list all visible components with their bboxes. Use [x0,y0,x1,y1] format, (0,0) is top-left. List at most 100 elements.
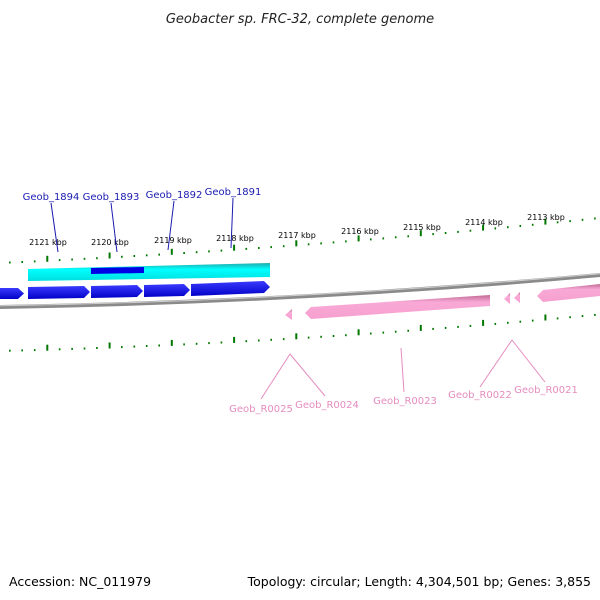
lower-scale-ticks [9,313,596,352]
minor-tick [258,247,260,249]
genome-summary-text: Topology: circular; Length: 4,304,501 bp… [247,574,591,589]
gene-label-geob-1891: Geob_1891 [205,187,262,198]
major-tick [357,329,360,336]
minor-tick [370,238,372,241]
reverse-feature-labels: Geob_R0025 Geob_R0024 Geob_R0023 Geob_R0… [229,385,578,415]
rna-label-geob-r0025: Geob_R0025 [229,404,293,415]
minor-tick [21,261,23,263]
minor-tick [519,225,522,227]
rna-arrow-geob-r0021-a [514,292,520,303]
minor-tick [407,329,409,332]
minor-tick [432,233,434,236]
minor-tick [507,226,509,229]
minor-tick [469,324,472,327]
minor-tick [594,217,596,220]
minor-tick [569,220,571,223]
rna-arrow-geob-r0022 [504,293,510,304]
reverse-feature-arrows [285,284,600,320]
accession-text: Accession: NC_011979 [9,574,151,589]
major-tick [46,344,49,351]
rna-arrow-geob-r0023 [305,295,490,319]
major-tick [295,333,298,340]
gene-arrow-geob-1893 [91,285,143,298]
minor-tick [457,325,459,328]
scale-label-2116: 2116 kbp [341,227,379,236]
minor-tick [345,240,347,243]
minor-tick [270,338,272,341]
minor-tick [494,322,497,325]
major-tick [357,235,360,242]
rna-label-geob-r0022: Geob_R0022 [448,390,512,401]
minor-tick [183,252,185,254]
minor-tick [245,247,248,250]
minor-tick [457,230,459,233]
gene-label-geob-1893: Geob_1893 [83,192,140,203]
minor-tick [58,259,61,262]
minor-tick [581,218,584,221]
reverse-label-leaders [260,339,546,400]
major-tick [170,339,173,346]
minor-tick [407,235,409,238]
minor-tick [320,242,322,245]
minor-tick [307,336,310,339]
minor-tick [282,245,285,248]
major-tick [482,319,485,326]
minor-tick [96,257,98,260]
minor-tick [145,254,148,257]
minor-tick [83,347,86,350]
major-tick [46,255,49,262]
scale-label-2117: 2117 kbp [278,231,316,240]
minor-tick [220,341,223,344]
gene-arrow-geob-1891 [191,281,270,296]
minor-tick [96,347,98,349]
gene-label-geob-1894: Geob_1894 [23,192,80,203]
minor-tick [382,331,385,334]
rna-arrow-offscreen [537,284,600,302]
minor-tick [33,349,36,352]
minor-tick [444,232,447,234]
minor-tick [556,221,559,224]
minor-tick [158,253,160,256]
minor-tick [332,335,335,337]
genome-backbone-highlight [0,273,600,307]
minor-tick [208,250,210,253]
gene-arrow-geob-1892 [144,284,190,297]
rna-label-geob-r0023: Geob_R0023 [373,396,437,407]
gene-arrow-offscreen [0,288,24,299]
minor-tick [71,347,73,350]
scale-label-2114: 2114 kbp [465,218,503,227]
minor-tick [282,338,285,341]
minor-tick [195,251,198,254]
minor-tick [83,257,86,260]
minor-tick [121,255,123,258]
rna-label-geob-r0021: Geob_R0021 [514,385,578,396]
rna-arrow-geob-r0025 [285,309,292,320]
cds-segment [28,263,270,281]
forward-cds-band [28,263,270,281]
major-tick [170,248,173,255]
minor-tick [220,249,223,252]
scale-label-2113: 2113 kbp [527,213,565,222]
minor-tick [307,243,310,246]
scale-label-2115: 2115 kbp [403,223,441,232]
major-tick [108,342,111,349]
gene-arrow-geob-1894 [28,286,90,299]
upper-scale-ticks [9,217,596,264]
minor-tick [507,321,509,324]
cds-overlap-segment [91,267,144,274]
minor-tick [382,237,385,240]
minor-tick [519,320,522,323]
minor-tick [332,241,335,244]
scale-label-2121: 2121 kbp [29,238,67,247]
minor-tick [195,342,198,345]
minor-tick [121,346,123,349]
major-tick [544,314,547,321]
scale-label-2118: 2118 kbp [216,234,254,243]
minor-tick [444,326,447,329]
minor-tick [9,261,11,264]
major-tick [295,240,298,247]
minor-tick [432,327,434,330]
minor-tick [345,334,347,337]
minor-tick [556,317,559,320]
